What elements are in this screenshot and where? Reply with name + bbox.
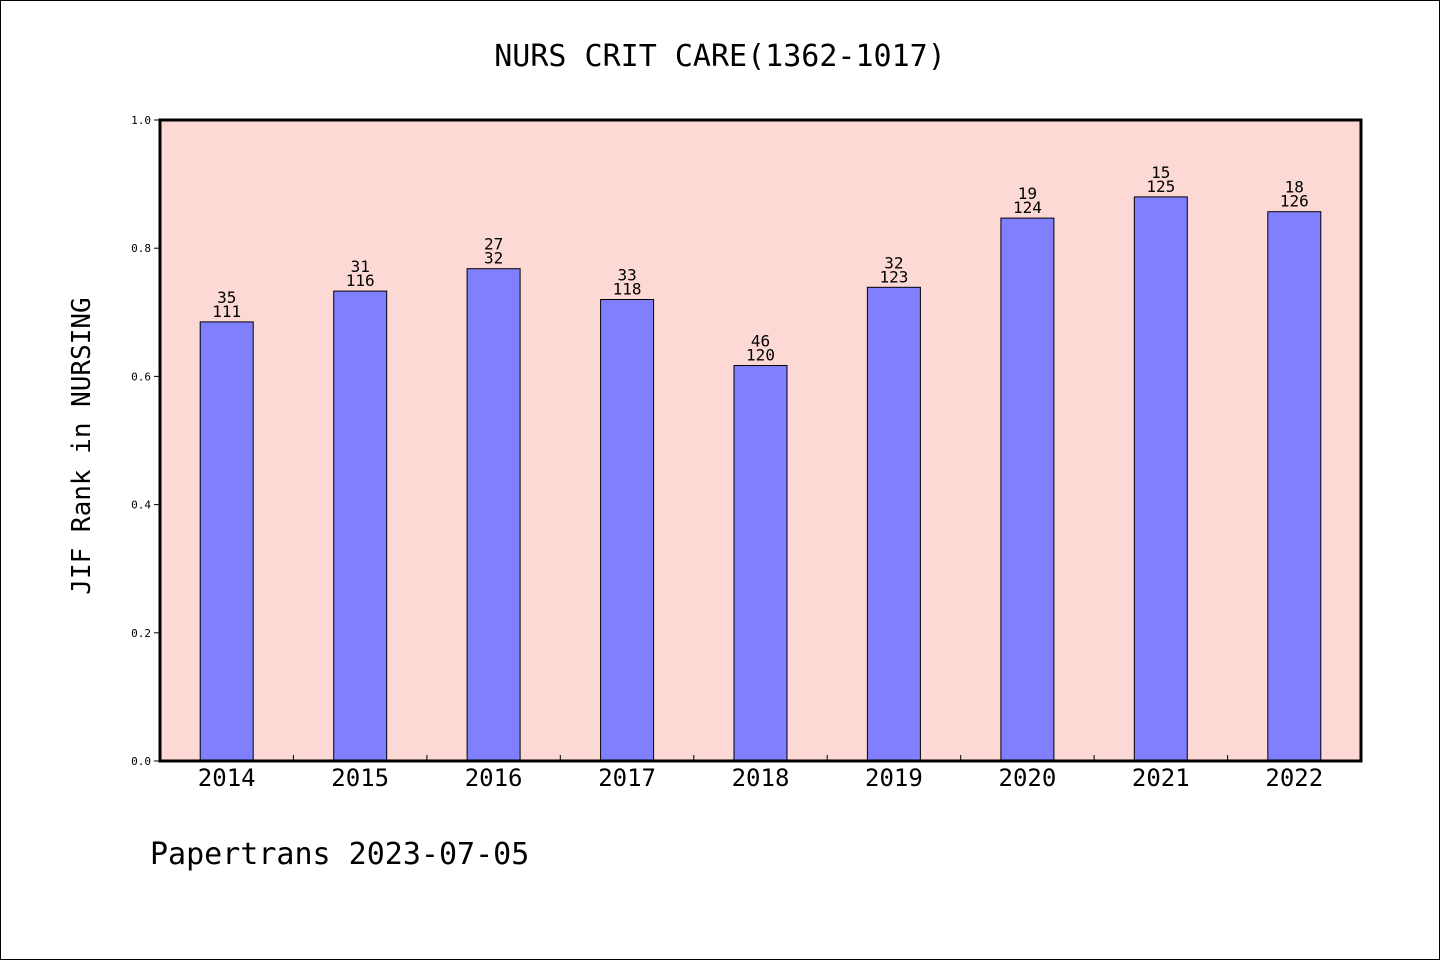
y-tick-label-0.4: 0.4 — [131, 499, 151, 512]
x-tick-label-2017: 2017 — [598, 764, 656, 792]
y-tick-label-0.8: 0.8 — [131, 242, 151, 255]
bar-label-2016-rank: 27 — [484, 235, 503, 254]
bar-label-2020-rank: 19 — [1018, 184, 1037, 203]
x-tick-label-2020: 2020 — [999, 764, 1057, 792]
y-tick-label-0.2: 0.2 — [131, 627, 151, 640]
bar-2021 — [1133, 196, 1188, 762]
chart-title: NURS CRIT CARE(1362-1017) — [494, 39, 946, 74]
bar-label-2022-total: 126 — [1280, 192, 1309, 211]
bar-label-2017-rank: 33 — [617, 266, 636, 285]
bar-label-2015-rank: 31 — [351, 257, 370, 276]
bar-label-2015-total: 116 — [346, 271, 375, 290]
bar-2018 — [733, 365, 788, 762]
bar-label-2018-rank: 46 — [751, 332, 770, 351]
y-tick-label-1.0: 1.0 — [131, 114, 151, 127]
bar-label-2021-total: 125 — [1146, 177, 1175, 196]
x-tick-label-2022: 2022 — [1265, 764, 1323, 792]
bar-2016 — [466, 268, 521, 762]
bar-label-2014-rank: 35 — [217, 288, 236, 307]
y-tick-label-0.0: 0.0 — [131, 755, 151, 768]
x-tick-label-2016: 2016 — [465, 764, 523, 792]
bar-label-2019-total: 123 — [879, 267, 908, 286]
x-tick-label-2014: 2014 — [198, 764, 256, 792]
x-axis: 2014 2015 2016 2017 2018 2019 2020 2021 2022 — [198, 755, 1323, 792]
bar-label-2020-total: 124 — [1013, 198, 1042, 217]
x-tick-label-2015: 2015 — [331, 764, 389, 792]
x-tick-label-2018: 2018 — [732, 764, 790, 792]
bar-label-2016-total: 32 — [484, 249, 503, 268]
bar-2019 — [866, 286, 921, 762]
bar-2020 — [1000, 217, 1055, 762]
bar-2014 — [199, 321, 254, 762]
plot-border — [158, 118, 1363, 763]
bar-2015 — [333, 290, 388, 762]
bar-label-2019-rank: 32 — [884, 253, 903, 272]
bar-label-2021-rank: 15 — [1151, 163, 1170, 182]
bar-2017 — [600, 299, 655, 762]
bar-label-2017-total: 118 — [613, 280, 642, 299]
bar-2022 — [1267, 211, 1322, 762]
bar-label-2014-total: 111 — [212, 302, 241, 321]
y-tick-label-0.6: 0.6 — [131, 370, 151, 383]
x-tick-label-2021: 2021 — [1132, 764, 1190, 792]
bar-label-2018-total: 120 — [746, 346, 775, 365]
footer-text: Papertrans 2023-07-05 — [150, 837, 529, 872]
bars-group — [199, 196, 1322, 762]
x-tick-label-2019: 2019 — [865, 764, 923, 792]
y-axis-label: JIF Rank in NURSING — [67, 297, 97, 594]
bar-label-2022-rank: 18 — [1285, 178, 1304, 197]
y-axis: 0.0 0.2 0.4 0.6 0.8 1.0 — [131, 114, 160, 768]
